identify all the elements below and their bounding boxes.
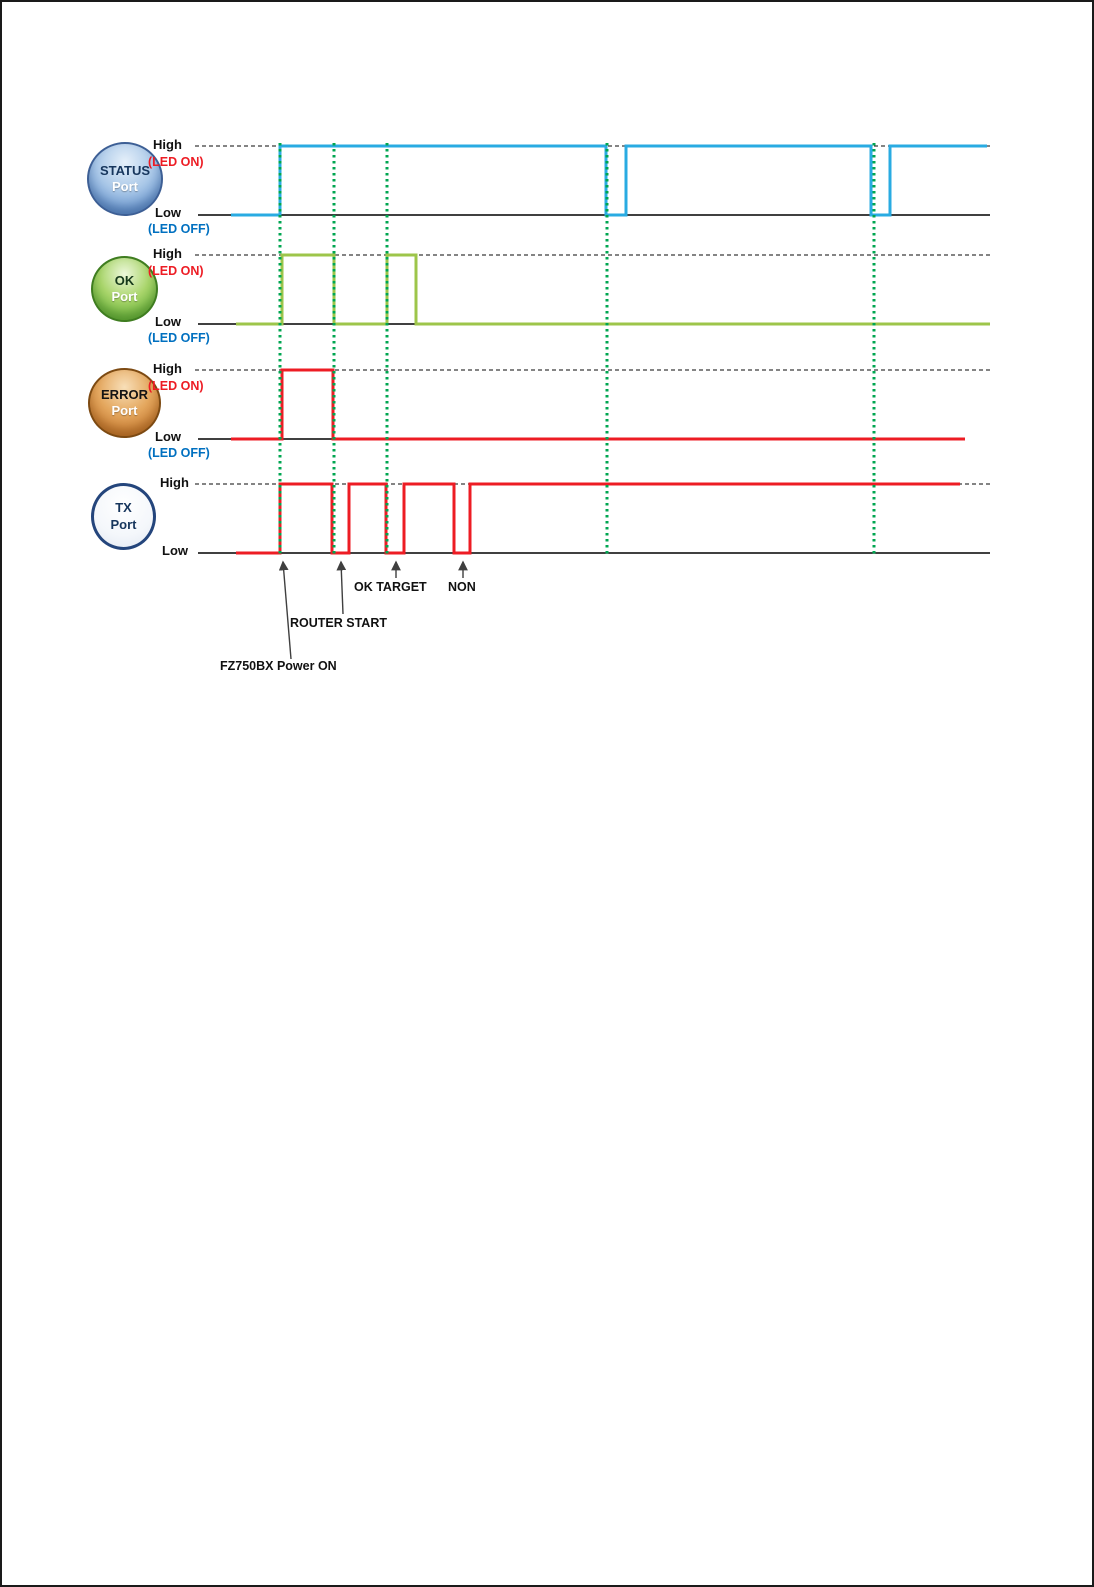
error-led-off-label: (LED OFF) (148, 446, 210, 460)
ok-port-signal-trace (236, 253, 990, 326)
tx-port-badge-title: TX (115, 500, 132, 516)
tx-port-badge-subtitle: Port (110, 516, 137, 532)
ok-led-off-label: (LED OFF) (148, 331, 210, 345)
tx-high-label: High (160, 475, 189, 490)
error-port-badge-subtitle: Port (111, 403, 138, 418)
ok-low-label: Low (155, 314, 181, 329)
status-high-label: High (153, 137, 182, 152)
error-port-badge-title: ERROR (101, 386, 148, 402)
timing-diagram-canvas (195, 143, 990, 660)
tx-port-signal-trace (236, 482, 960, 555)
error-high-label: High (153, 361, 182, 376)
ok-high-label: High (153, 246, 182, 261)
status-port-badge-subtitle: Port (112, 179, 138, 194)
event-arrow-1 (336, 560, 347, 615)
tx-low-label: Low (162, 543, 188, 558)
ok-port-badge: OK Port (91, 256, 158, 322)
status-led-off-label: (LED OFF) (148, 222, 210, 236)
status-port-badge-title: STATUS (99, 162, 151, 178)
error-port-signal-trace (231, 368, 965, 441)
status-low-label: Low (155, 205, 181, 220)
event-label-non: NON (448, 580, 476, 594)
ok-port-badge-title: OK (114, 272, 135, 288)
event-label-router-start: ROUTER START (290, 616, 387, 630)
event-label-power-on: FZ750BX Power ON (220, 659, 337, 673)
error-port-badge: ERROR Port (88, 368, 161, 438)
event-arrow-0 (278, 560, 292, 660)
ok-led-on-label: (LED ON) (148, 264, 204, 278)
error-low-label: Low (155, 429, 181, 444)
status-port-badge: STATUS Port (87, 142, 163, 216)
ok-port-badge-subtitle: Port (111, 289, 138, 304)
tx-port-badge: TX Port (91, 483, 156, 550)
status-led-on-label: (LED ON) (148, 155, 204, 169)
event-label-ok-target: OK TARGET (354, 580, 427, 594)
error-led-on-label: (LED ON) (148, 379, 204, 393)
